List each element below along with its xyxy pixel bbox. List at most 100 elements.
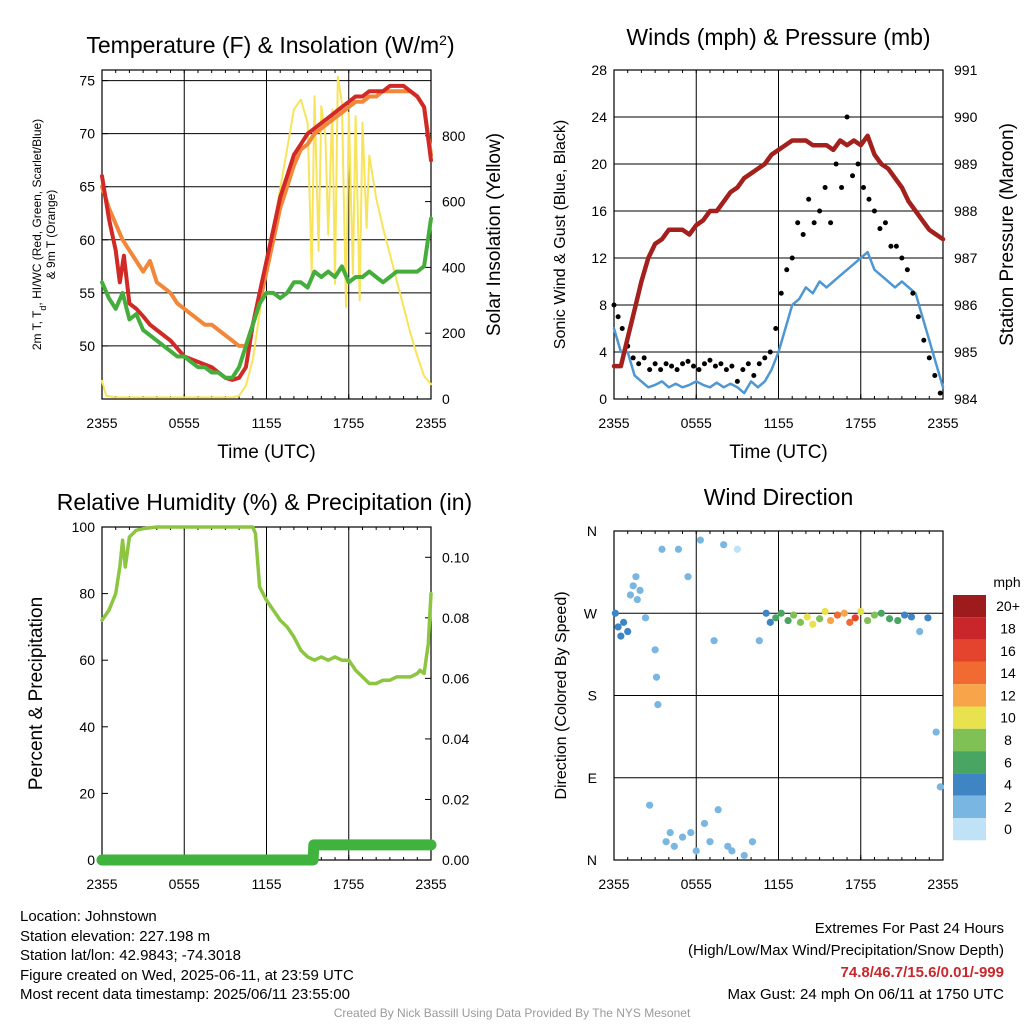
wdir-x-tick-label: 1155: [763, 876, 793, 892]
wind-y-tick-label: 0: [599, 391, 607, 407]
wdir-legend-label: 12: [1000, 687, 1016, 703]
wind-gust-point: [850, 173, 856, 179]
wdir-point: [646, 801, 654, 809]
wind-x-label: Time (UTC): [729, 442, 828, 463]
wdir-point: [714, 806, 722, 814]
wind-y2-tick-label: 986: [954, 297, 978, 313]
temp-x-tick-label: 1155: [251, 415, 281, 431]
wdir-legend-label: 14: [1000, 665, 1016, 681]
wdir-point: [624, 627, 632, 636]
wdir-x-tick-label: 2355: [927, 876, 958, 892]
wdir-point: [654, 701, 662, 709]
wdir-point: [670, 842, 678, 850]
wdir-point: [846, 618, 854, 626]
temp-panel: 2355 0555 1155 1755 2355 50 55 60 65 70 75 0 200 400 6…: [30, 32, 505, 463]
wind-gust-point: [734, 378, 740, 384]
wind-gust-point: [910, 290, 916, 296]
wind-gust-point: [877, 226, 883, 232]
wdir-point: [907, 613, 916, 621]
wind-gust-point: [860, 185, 866, 190]
wdir-point: [857, 607, 865, 616]
wdir-legend-swatch: [953, 706, 986, 729]
rh-series-precip: [96, 839, 437, 866]
wdir-y-tick-label: N: [587, 523, 597, 539]
wind-gust-point: [636, 361, 642, 367]
temp-y2-label: Solar Insolation (Yellow): [484, 133, 505, 336]
wind-gust-point: [811, 220, 817, 226]
wind-y-tick-label: 24: [591, 109, 607, 125]
max-gust-text: Max Gust: 24 mph On 06/11 at 1750 UTC: [727, 986, 1004, 1003]
wdir-point: [796, 618, 805, 626]
rh-y-tick-label: 0: [87, 852, 95, 868]
rh-y2-tick-label: 0.08: [442, 610, 469, 626]
wind-gust-point: [833, 161, 839, 167]
temp-plot-frame: [101, 69, 432, 400]
wind-x-tick-label: 2355: [927, 415, 958, 431]
wind-gust-point: [937, 390, 943, 396]
wdir-point: [766, 618, 774, 626]
wind-gust-point: [707, 357, 713, 363]
wdir-point: [748, 838, 757, 846]
wind-gust-point: [893, 243, 899, 249]
wind-y2-tick-label: 991: [954, 62, 978, 78]
temp-y-tick-label: 65: [79, 179, 95, 195]
wdir-x-tick-label: 1755: [845, 876, 876, 892]
recent-text: Most recent data timestamp: 2025/06/11 2…: [20, 986, 350, 1003]
wdir-point: [870, 611, 879, 619]
wind-gust-point: [921, 337, 927, 343]
wdir-point: [851, 614, 859, 622]
wdir-point: [687, 828, 695, 837]
rh-x-tick-label: 2355: [415, 876, 446, 892]
wind-gust-point: [723, 367, 729, 373]
temp-series-temp_9m: [100, 89, 433, 348]
wdir-point: [700, 819, 709, 828]
wdir-point: [762, 609, 770, 617]
wdir-legend-label: 0: [1004, 821, 1012, 837]
wdir-point: [720, 541, 728, 549]
wdir-point: [740, 851, 748, 860]
wdir-y-tick-label: S: [588, 688, 597, 704]
wdir-legend-label: 8: [1004, 732, 1012, 748]
wdir-legend-swatch: [953, 795, 986, 818]
wdir-legend-swatch: [953, 639, 986, 662]
rh-y2-tick-label: 0.10: [442, 549, 469, 565]
temp-y-tick-label: 60: [79, 232, 95, 248]
wdir-point: [728, 847, 736, 855]
extremes-values: 74.8/46.7/15.6/0.01/-999: [840, 964, 1004, 981]
wind-gust-point: [745, 361, 751, 367]
wdir-point: [652, 673, 661, 681]
wdir-legend-swatch: [953, 751, 986, 774]
temp-title-sup: 2: [439, 32, 447, 48]
wdir-point: [833, 611, 842, 619]
wind-x-tick-label: 1155: [763, 415, 793, 431]
temp-x-tick-label: 2355: [86, 415, 117, 431]
temp-y-tick-label: 70: [79, 126, 95, 142]
wind-gust-point: [658, 367, 664, 373]
wind-gust-point: [855, 161, 861, 167]
wind-gust-point: [839, 185, 845, 190]
wind-gust-point: [822, 185, 828, 190]
wdir-point: [924, 614, 932, 622]
wdir-point: [678, 833, 687, 841]
temp-title-main: Temperature (F) & Insolation (W/m: [86, 32, 439, 58]
temp-y-tick-label: 50: [79, 338, 95, 354]
temp-y-label-sub: d: [38, 306, 48, 311]
wdir-point: [901, 611, 909, 619]
rh-x-tick-label: 2355: [86, 876, 117, 892]
wind-gust-point: [712, 363, 718, 369]
wind-gust-point: [871, 208, 877, 214]
wdir-point: [633, 595, 641, 604]
wdir-point: [658, 545, 666, 553]
wdir-y-tick-label: W: [584, 605, 598, 621]
wdir-point: [777, 609, 785, 617]
wdir-point: [826, 616, 835, 625]
temp-y-label-line1: 2m T, Td, HI/WC (Red, Green, Scarlet/Blu…: [30, 119, 48, 350]
rh-x-tick-label: 1155: [251, 876, 281, 892]
wind-gust-point: [866, 196, 872, 202]
wind-series-pressure: [611, 133, 946, 369]
wdir-point: [772, 614, 780, 622]
wdir-point: [840, 609, 848, 617]
wdir-point: [816, 615, 824, 623]
